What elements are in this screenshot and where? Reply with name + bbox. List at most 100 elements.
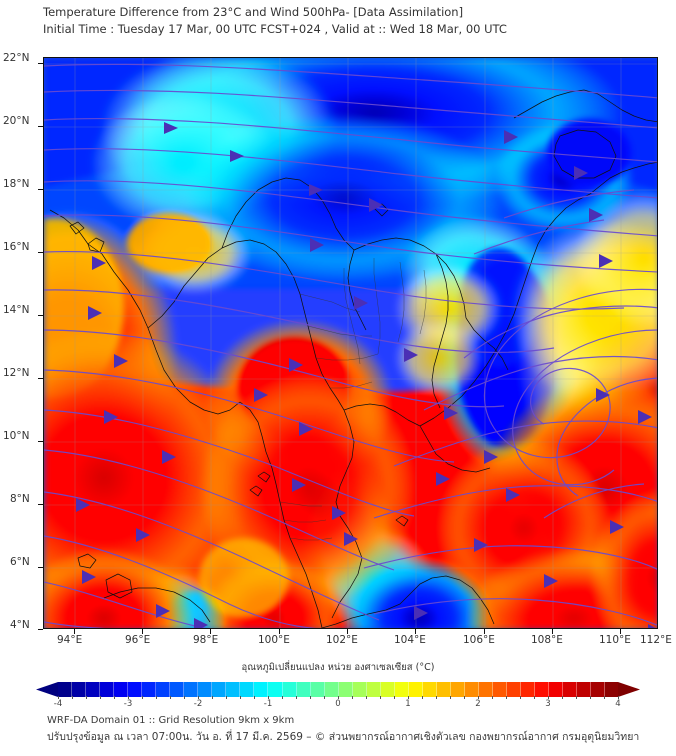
colorbar-minor-tick xyxy=(142,696,143,699)
colorbar-segment xyxy=(324,682,339,697)
colorbar-segment xyxy=(268,682,283,697)
colorbar-segment xyxy=(128,682,143,697)
colorbar-minor-tick xyxy=(324,696,325,699)
colorbar-segment xyxy=(72,682,87,697)
y-tick-18N: 18°N xyxy=(3,178,30,190)
y-tick-16N: 16°N xyxy=(3,241,30,253)
colorbar-segment xyxy=(394,682,409,697)
colorbar-segment xyxy=(464,682,479,697)
footer-block: WRF-DA Domain 01 :: Grid Resolution 9km … xyxy=(47,712,667,746)
colorbar-minor-tick xyxy=(310,696,311,699)
colorbar-minor-tick xyxy=(268,696,269,699)
colorbar-segment xyxy=(422,682,437,697)
colorbar-minor-tick xyxy=(170,696,171,699)
colorbar-minor-tick xyxy=(534,696,535,699)
colorbar-minor-tick xyxy=(436,696,437,699)
colorbar-minor-tick xyxy=(352,696,353,699)
colorbar-minor-tick xyxy=(72,696,73,699)
colorbar-segment xyxy=(282,682,297,697)
cbar-tick-3: 3 xyxy=(545,699,551,709)
colorbar-minor-tick xyxy=(464,696,465,699)
colorbar-segment xyxy=(212,682,227,697)
x-tick-106E: 106°E xyxy=(463,634,495,646)
colorbar-segment xyxy=(605,682,619,697)
colorbar-minor-tick xyxy=(282,696,283,699)
colorbar-minor-tick xyxy=(100,696,101,699)
colorbar-minor-tick xyxy=(576,696,577,699)
colorbar-segment xyxy=(226,682,241,697)
colorbar-minor-tick xyxy=(408,696,409,699)
colorbar-segment xyxy=(156,682,171,697)
colorbar-minor-tick xyxy=(380,696,381,699)
colorbar-minor-tick xyxy=(450,696,451,699)
cbar-tick-1: 1 xyxy=(405,699,411,709)
x-tick-110E: 110°E xyxy=(599,634,631,646)
chart-title-block: Temperature Difference from 23°C and Win… xyxy=(43,4,663,37)
colorbar-minor-tick xyxy=(296,696,297,699)
wind-streamlines xyxy=(44,63,657,628)
y-tick-14N: 14°N xyxy=(3,304,30,316)
colorbar-segment xyxy=(366,682,381,697)
colorbar-segment xyxy=(338,682,353,697)
colorbar-minor-tick xyxy=(338,696,339,699)
colorbar-segment xyxy=(86,682,101,697)
colorbar-segment xyxy=(478,682,493,697)
map-plot-area xyxy=(43,57,658,629)
colorbar-minor-tick xyxy=(394,696,395,699)
colorbar-segment xyxy=(240,682,255,697)
x-tick-102E: 102°E xyxy=(326,634,358,646)
y-tick-4N: 4°N xyxy=(10,619,30,631)
chart-subtitle: Initial Time : Tuesday 17 Mar, 00 UTC FC… xyxy=(43,21,507,36)
colorbar-segment xyxy=(591,682,606,697)
cbar-tick-2: 2 xyxy=(475,699,481,709)
colorbar-minor-tick xyxy=(604,696,605,699)
colorbar-minor-tick xyxy=(212,696,213,699)
colorbar-segment xyxy=(114,682,129,697)
colorbar-title: อุณหภูมิเปลี่ยนแปลง หน่วย องศาเซลเซียส (… xyxy=(241,662,435,673)
colorbar-segment xyxy=(380,682,395,697)
x-tick-104E: 104°E xyxy=(394,634,426,646)
colorbar-segment xyxy=(184,682,199,697)
map-graticule xyxy=(44,58,657,628)
x-tick-96E: 96°E xyxy=(125,634,151,646)
colorbar-segment xyxy=(58,682,73,697)
colorbar-extend-low xyxy=(36,682,58,697)
colorbar-segment xyxy=(563,682,578,697)
colorbar-minor-tick xyxy=(506,696,507,699)
colorbar-minor-tick xyxy=(184,696,185,699)
x-tick-100E: 100°E xyxy=(258,634,290,646)
colorbar-segment xyxy=(408,682,423,697)
colorbar-minor-tick xyxy=(422,696,423,699)
colorbar-segment xyxy=(450,682,465,697)
cbar-tick--3: -3 xyxy=(123,699,133,709)
colorbar-segment xyxy=(170,682,185,697)
colorbar-segment xyxy=(100,682,115,697)
colorbar-minor-tick xyxy=(240,696,241,699)
colorbar-minor-tick xyxy=(562,696,563,699)
colorbar-minor-tick xyxy=(114,696,115,699)
colorbar-segment xyxy=(521,682,536,697)
x-tick-108E: 108°E xyxy=(531,634,563,646)
colorbar: อุณหภูมิเปลี่ยนแปลง หน่วย องศาเซลเซียส (… xyxy=(0,660,676,715)
colorbar-segment xyxy=(436,682,451,697)
colorbar-segment xyxy=(296,682,311,697)
colorbar-minor-tick xyxy=(156,696,157,699)
colorbar-segment xyxy=(198,682,213,697)
y-tick-10N: 10°N xyxy=(3,430,30,442)
colorbar-segment xyxy=(254,682,269,697)
footer-domain-info: WRF-DA Domain 01 :: Grid Resolution 9km … xyxy=(47,715,295,726)
colorbar-segment xyxy=(352,682,367,697)
colorbar-ticks: -4 -3 -2 -1 0 1 2 3 4 xyxy=(36,696,640,715)
colorbar-segment xyxy=(142,682,157,697)
y-tick-20N: 20°N xyxy=(3,115,30,127)
colorbar-minor-tick xyxy=(548,696,549,699)
colorbar-gradient xyxy=(58,682,619,697)
colorbar-minor-tick xyxy=(226,696,227,699)
colorbar-segment xyxy=(310,682,325,697)
colorbar-minor-tick xyxy=(492,696,493,699)
colorbar-minor-tick xyxy=(520,696,521,699)
cbar-tick--2: -2 xyxy=(193,699,203,709)
colorbar-segment xyxy=(492,682,507,697)
cbar-tick--1: -1 xyxy=(263,699,273,709)
x-tick-94E: 94°E xyxy=(57,634,83,646)
